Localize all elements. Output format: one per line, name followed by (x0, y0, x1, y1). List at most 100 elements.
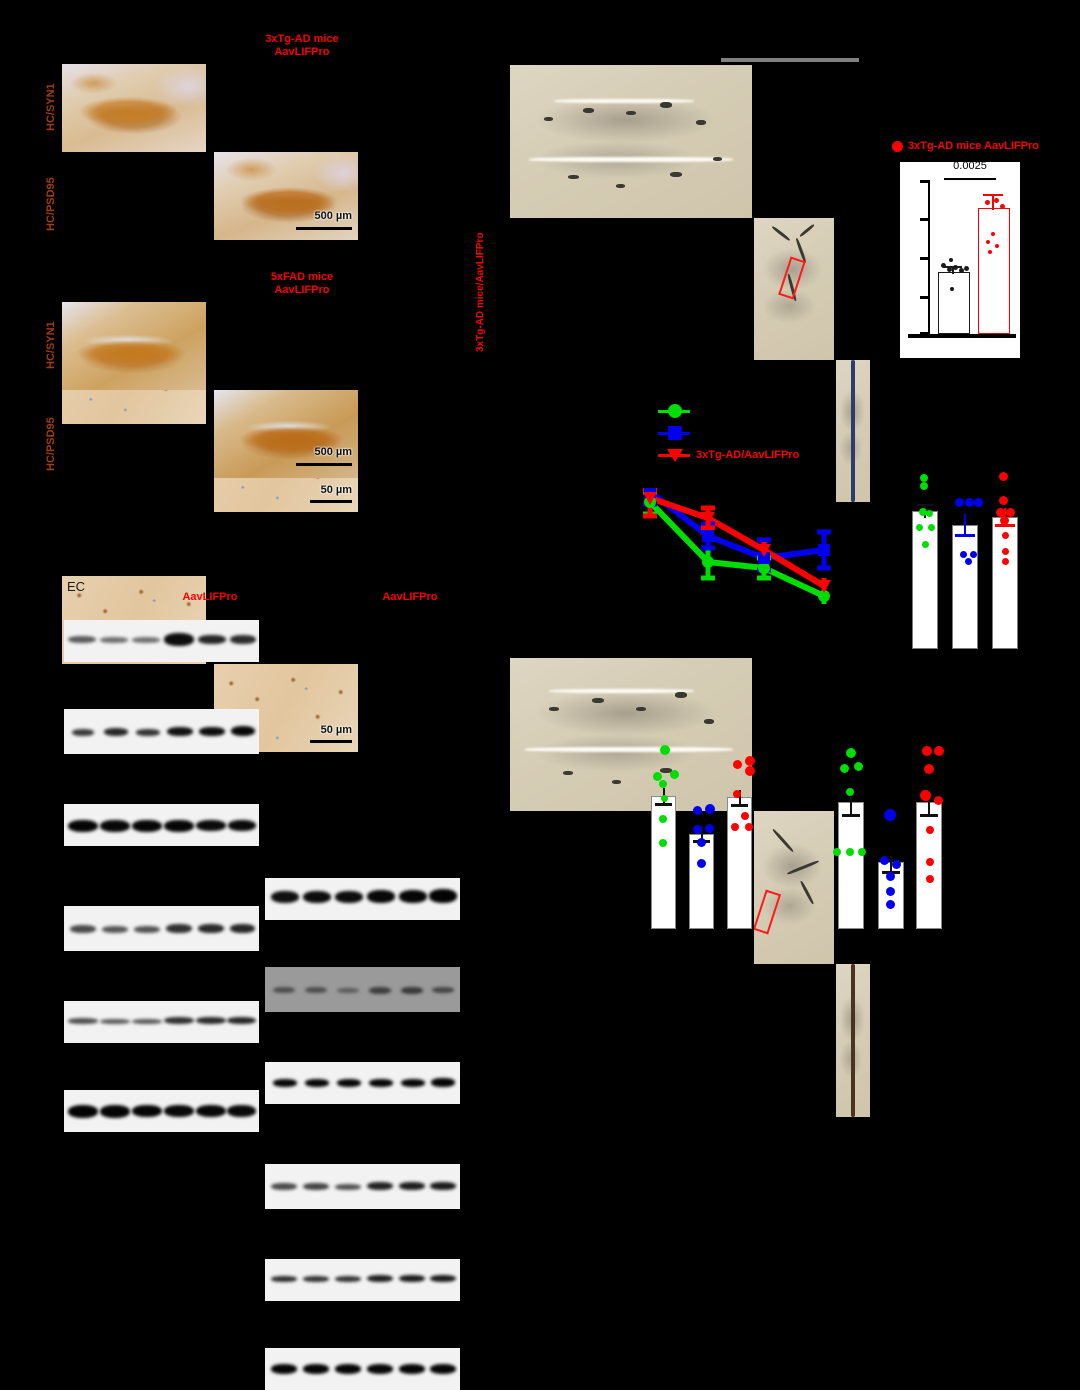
scatter-point (884, 809, 896, 821)
series-line-blue (648, 489, 825, 562)
scatter-point (922, 541, 929, 548)
chart-spine-ytick-0 (920, 180, 929, 183)
scatter-point (955, 498, 964, 507)
legend-line-red (658, 448, 690, 462)
chart-learning-svg (643, 488, 831, 604)
chart-spine-ytick-1 (920, 218, 929, 221)
blot-right-row5 (265, 1259, 460, 1301)
panel-a-group: 3xTg-AD mice AavLIFPro HC/SYN1 HC/PSD95 … (0, 0, 430, 512)
scatter-point (697, 859, 706, 868)
panel-b-row2-label: HC/PSD95 (45, 417, 57, 471)
blot-left-row3 (64, 804, 259, 846)
panel-a-title-line1: 3xTg-AD mice (265, 33, 339, 45)
scatter-point (934, 746, 944, 756)
errorcap-treated (995, 524, 1015, 527)
chart-spine-ytick-2 (920, 257, 929, 260)
western-blot-group: AavLIFPro AavLIFPro (50, 585, 480, 1390)
chart-spine-point (950, 287, 954, 291)
chart-spine-pvalue: 0.0025 (953, 160, 987, 172)
golgi-zoom-bottom (754, 811, 834, 964)
scatter-point (745, 823, 753, 831)
scatter-point (731, 823, 739, 831)
scatter-point (886, 900, 895, 909)
scatter-point (705, 804, 715, 814)
chart-spine-ytick-4 (920, 332, 929, 335)
panel-a-hc-scale-bar (296, 227, 352, 230)
scatter-point (833, 848, 841, 856)
legend-label-treated: 3xTg-AD/AavLIFPro (696, 449, 800, 461)
blot-right-title: AavLIFPro (382, 591, 438, 603)
golgi-dendrite-top (836, 360, 870, 502)
chart-spine-errcap-treated (983, 194, 1003, 196)
legend-marker-triangle-down-icon (667, 448, 683, 462)
chart-spine-legend: 3xTg-AD mice AavLIFPro (892, 140, 1039, 152)
golgi-side-label: 3xTg-AD mice/AavLIFPro (475, 232, 486, 352)
scatter-point (733, 760, 742, 769)
errorcap-wt (917, 504, 933, 506)
legend-row-ad (658, 422, 799, 444)
errorcap-wt (842, 814, 860, 817)
scatter-point (974, 498, 983, 507)
blot-left-row2 (64, 709, 259, 754)
scatter-point (922, 746, 932, 756)
chart-spine-point (985, 200, 990, 205)
scatter-point (916, 524, 923, 531)
errorbar-ad (701, 826, 703, 842)
chart-spine-point (949, 258, 953, 262)
scatter-point (965, 558, 972, 565)
panel-a-title-line2: AavLIFPro (274, 46, 330, 58)
panel-b-group: 5xFAD mice AavLIFPro HC/SYN1 HC/PSD95 50… (0, 258, 430, 752)
legend-marker-square-icon (668, 425, 682, 440)
bar-treated (727, 797, 752, 929)
scatter-point (745, 756, 755, 766)
scatter-point (1006, 508, 1015, 517)
legend-row-treated: 3xTg-AD/AavLIFPro (658, 444, 799, 466)
scatter-point (733, 790, 741, 798)
scatter-point (1002, 548, 1009, 555)
chart-spine-point (959, 268, 964, 273)
chart-spine-legend-label: 3xTg-AD mice AavLIFPro (908, 140, 1040, 152)
chart-spine-plot: 0.0025 (900, 160, 1020, 358)
panel-b-hc-image-left (62, 302, 206, 390)
errorbar-wt (850, 796, 852, 816)
legend-row-wt (658, 400, 799, 422)
scatter-point (880, 856, 889, 865)
scatter-point (1000, 516, 1009, 525)
scatter-point (926, 858, 934, 866)
chart-spine-err-treated (992, 194, 994, 210)
panel-b-hc-scale-bar (296, 463, 352, 466)
chart-spine-point (1000, 204, 1005, 209)
blot-right-row1 (265, 878, 460, 920)
blot-left-row4 (64, 906, 259, 951)
scatter-point (659, 815, 667, 823)
blot-left-row6 (64, 1090, 259, 1132)
chart-spine-point (947, 267, 952, 272)
bar-wt (912, 511, 938, 649)
scatter-point (920, 790, 931, 801)
legend-line-green (658, 403, 690, 418)
series-line-red (649, 495, 826, 589)
panel-b-hc-scale-text: 500 µm (314, 446, 352, 458)
panel-b-ec-scale-bar (310, 740, 352, 743)
legend-line-blue (658, 425, 690, 440)
golgi-overview-bottom (510, 658, 752, 811)
scatter-point (1002, 532, 1009, 539)
panel-b-ec-region-label: EC (67, 579, 86, 594)
blot-right-row3 (265, 1062, 460, 1104)
scatter-point (660, 745, 670, 755)
errorcap-ad (955, 534, 975, 537)
panel-b-ec-scale-text: 50 µm (320, 724, 352, 736)
chart-spine-err-control (952, 266, 954, 274)
chart-spine-pvalue-bracket (944, 178, 996, 180)
blot-left-row1 (64, 620, 259, 662)
errorbars-blue (643, 488, 831, 573)
chart-learning-legend: 3xTg-AD/AavLIFPro (658, 400, 799, 466)
errorbar-treated (739, 790, 741, 806)
golgi-zoom-top (754, 218, 834, 360)
golgi-overview-top (510, 65, 752, 218)
scatter-point (693, 806, 702, 815)
scatter-point (854, 762, 863, 771)
scatter-point (996, 508, 1005, 517)
blot-right-row2 (265, 967, 460, 1012)
chart-learning-curve: 3xTg-AD/AavLIFPro (620, 392, 890, 612)
